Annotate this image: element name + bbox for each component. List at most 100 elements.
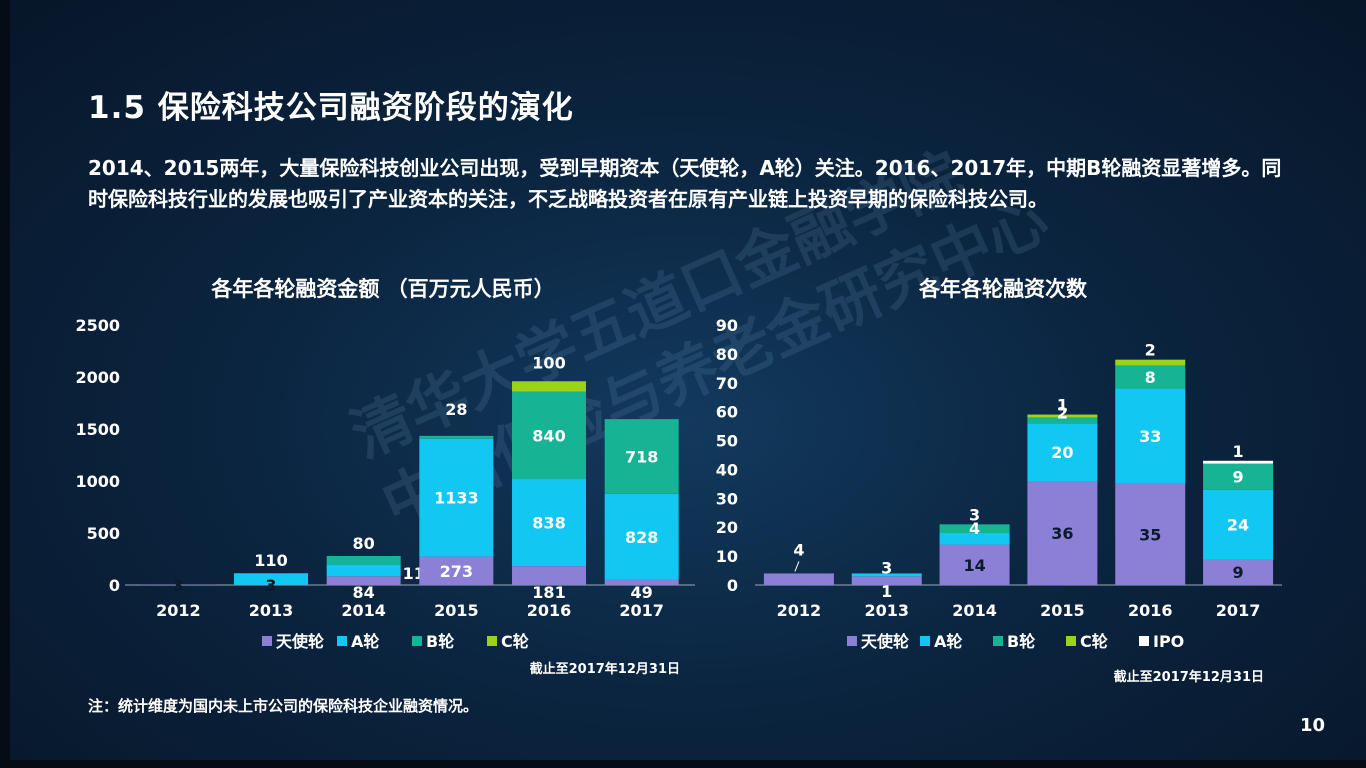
amount-data-label: 110	[254, 551, 287, 570]
amount-data-label: 840	[532, 426, 565, 445]
amount-x-tick: 2012	[156, 601, 201, 620]
amount-legend-label-angel: 天使轮	[276, 632, 324, 651]
amount-data-label: 80	[353, 534, 375, 553]
count-bar-a-2017	[1203, 489, 1274, 559]
amount-bar-a-2013	[234, 573, 309, 585]
count-legend-label-b: B轮	[1007, 632, 1035, 651]
page-number: 10	[1300, 715, 1326, 736]
amount-data-label: 718	[625, 447, 658, 466]
amount-chart-title: 各年各轮融资金额 （百万元人民币）	[210, 277, 554, 301]
count-bar-angel-2013	[851, 576, 922, 585]
count-bar-angel-2016	[1115, 483, 1186, 585]
amount-data-label: 49	[631, 583, 653, 602]
amount-bar-c-2016	[512, 381, 587, 392]
count-y-tick: 90	[716, 316, 738, 335]
count-cutoff-note: 截止至2017年12月31日	[1114, 669, 1264, 685]
amount-legend-label-c: C轮	[501, 632, 529, 651]
count-data-label: 1	[881, 582, 892, 601]
count-bar-c-2016	[1115, 359, 1186, 366]
count-bar-a-2013	[851, 573, 922, 577]
amount-bar-angel-2017	[604, 579, 679, 585]
count-legend-swatch-c	[1066, 636, 1076, 646]
count-data-label: 20	[1051, 443, 1073, 462]
intro-paragraph: 2014、2015两年，大量保险科技创业公司出现，受到早期资本（天使轮，A轮）关…	[88, 156, 1282, 211]
amount-x-tick: 2017	[619, 601, 664, 620]
amount-x-tick: 2015	[434, 601, 479, 620]
amount-bar-angel-2015	[419, 556, 494, 585]
amount-data-label: 84	[353, 583, 375, 602]
slide-title: 1.5 保险科技公司融资阶段的演化	[88, 90, 574, 126]
count-data-label: 3	[881, 558, 892, 577]
count-bar-angel-2015	[1027, 481, 1098, 585]
count-data-label: 2	[1145, 341, 1156, 360]
count-y-tick: 30	[716, 489, 738, 508]
count-x-tick: 2013	[864, 601, 909, 620]
amount-legend-swatch-angel	[262, 636, 272, 646]
count-data-label: 36	[1051, 524, 1073, 543]
count-data-label: 35	[1139, 525, 1161, 544]
count-data-label: 1	[1057, 396, 1068, 415]
count-data-label: 8	[1145, 368, 1156, 387]
count-data-label: 9	[1232, 468, 1243, 487]
count-bar-angel-2017	[1203, 559, 1274, 585]
count-bar-c-2015	[1027, 414, 1098, 418]
amount-legend-label-a: A轮	[351, 632, 379, 651]
amount-bar-angel-2016	[512, 566, 587, 585]
count-bar-b-2016	[1115, 365, 1186, 389]
count-y-tick: 10	[716, 547, 738, 566]
count-data-label: 3	[969, 505, 980, 524]
count-y-tick: 60	[716, 403, 738, 422]
amount-y-tick: 2500	[75, 316, 120, 335]
count-legend-swatch-angel	[847, 636, 857, 646]
count-bar-a-2014	[939, 533, 1010, 545]
count-legend-swatch-ipo	[1139, 636, 1149, 646]
amount-bar-a-2015	[419, 438, 494, 557]
amount-data-label: 838	[532, 514, 565, 533]
count-bar-angel-2012	[763, 573, 834, 585]
amount-legend-swatch-c	[487, 636, 497, 646]
amount-data-label: 3	[265, 576, 276, 595]
count-data-label: 4	[969, 519, 980, 538]
count-x-tick: 2017	[1216, 601, 1261, 620]
count-x-tick: 2016	[1128, 601, 1173, 620]
count-x-tick: 2015	[1040, 601, 1085, 620]
count-data-label: 4	[793, 540, 804, 559]
count-legend-label-ipo: IPO	[1153, 632, 1184, 651]
count-x-tick: 2012	[777, 601, 822, 620]
count-y-tick: 70	[716, 374, 738, 393]
count-label-leader	[794, 561, 800, 572]
amount-legend-swatch-b	[412, 636, 422, 646]
amount-bar-b-2014	[326, 555, 401, 565]
amount-legend-label-b: B轮	[426, 632, 454, 651]
count-legend-swatch-b	[993, 636, 1003, 646]
amount-legend-swatch-a	[337, 636, 347, 646]
count-bar-b-2017	[1203, 463, 1274, 490]
amount-data-label: 28	[445, 400, 467, 419]
count-data-label: 24	[1227, 515, 1249, 534]
count-y-tick: 40	[716, 460, 738, 479]
amount-bar-a-2014	[326, 564, 401, 577]
count-data-label: 14	[963, 556, 985, 575]
count-data-label: 33	[1139, 427, 1161, 446]
count-data-label: 1	[1232, 442, 1243, 461]
count-y-tick: 80	[716, 345, 738, 364]
count-y-tick: 0	[727, 576, 738, 595]
amount-y-tick: 0	[109, 576, 120, 595]
amount-data-label: 1133	[434, 489, 479, 508]
count-y-tick: 50	[716, 432, 738, 451]
amount-y-tick: 2000	[75, 368, 120, 387]
amount-bar-angel-2014	[326, 576, 401, 585]
count-bar-ipo-2017	[1203, 460, 1274, 464]
amount-data-label: 100	[532, 353, 565, 372]
slide-frame-bottom	[0, 760, 1366, 768]
amount-data-label: 3	[173, 576, 184, 595]
amount-data-label: 181	[532, 583, 565, 602]
amount-x-tick: 2014	[341, 601, 386, 620]
count-data-label: 2	[1057, 403, 1068, 422]
amount-y-tick: 500	[87, 524, 120, 543]
amount-x-tick: 2013	[249, 601, 294, 620]
count-y-tick: 20	[716, 518, 738, 537]
count-bar-a-2015	[1027, 423, 1098, 481]
count-x-tick: 2014	[952, 601, 997, 620]
